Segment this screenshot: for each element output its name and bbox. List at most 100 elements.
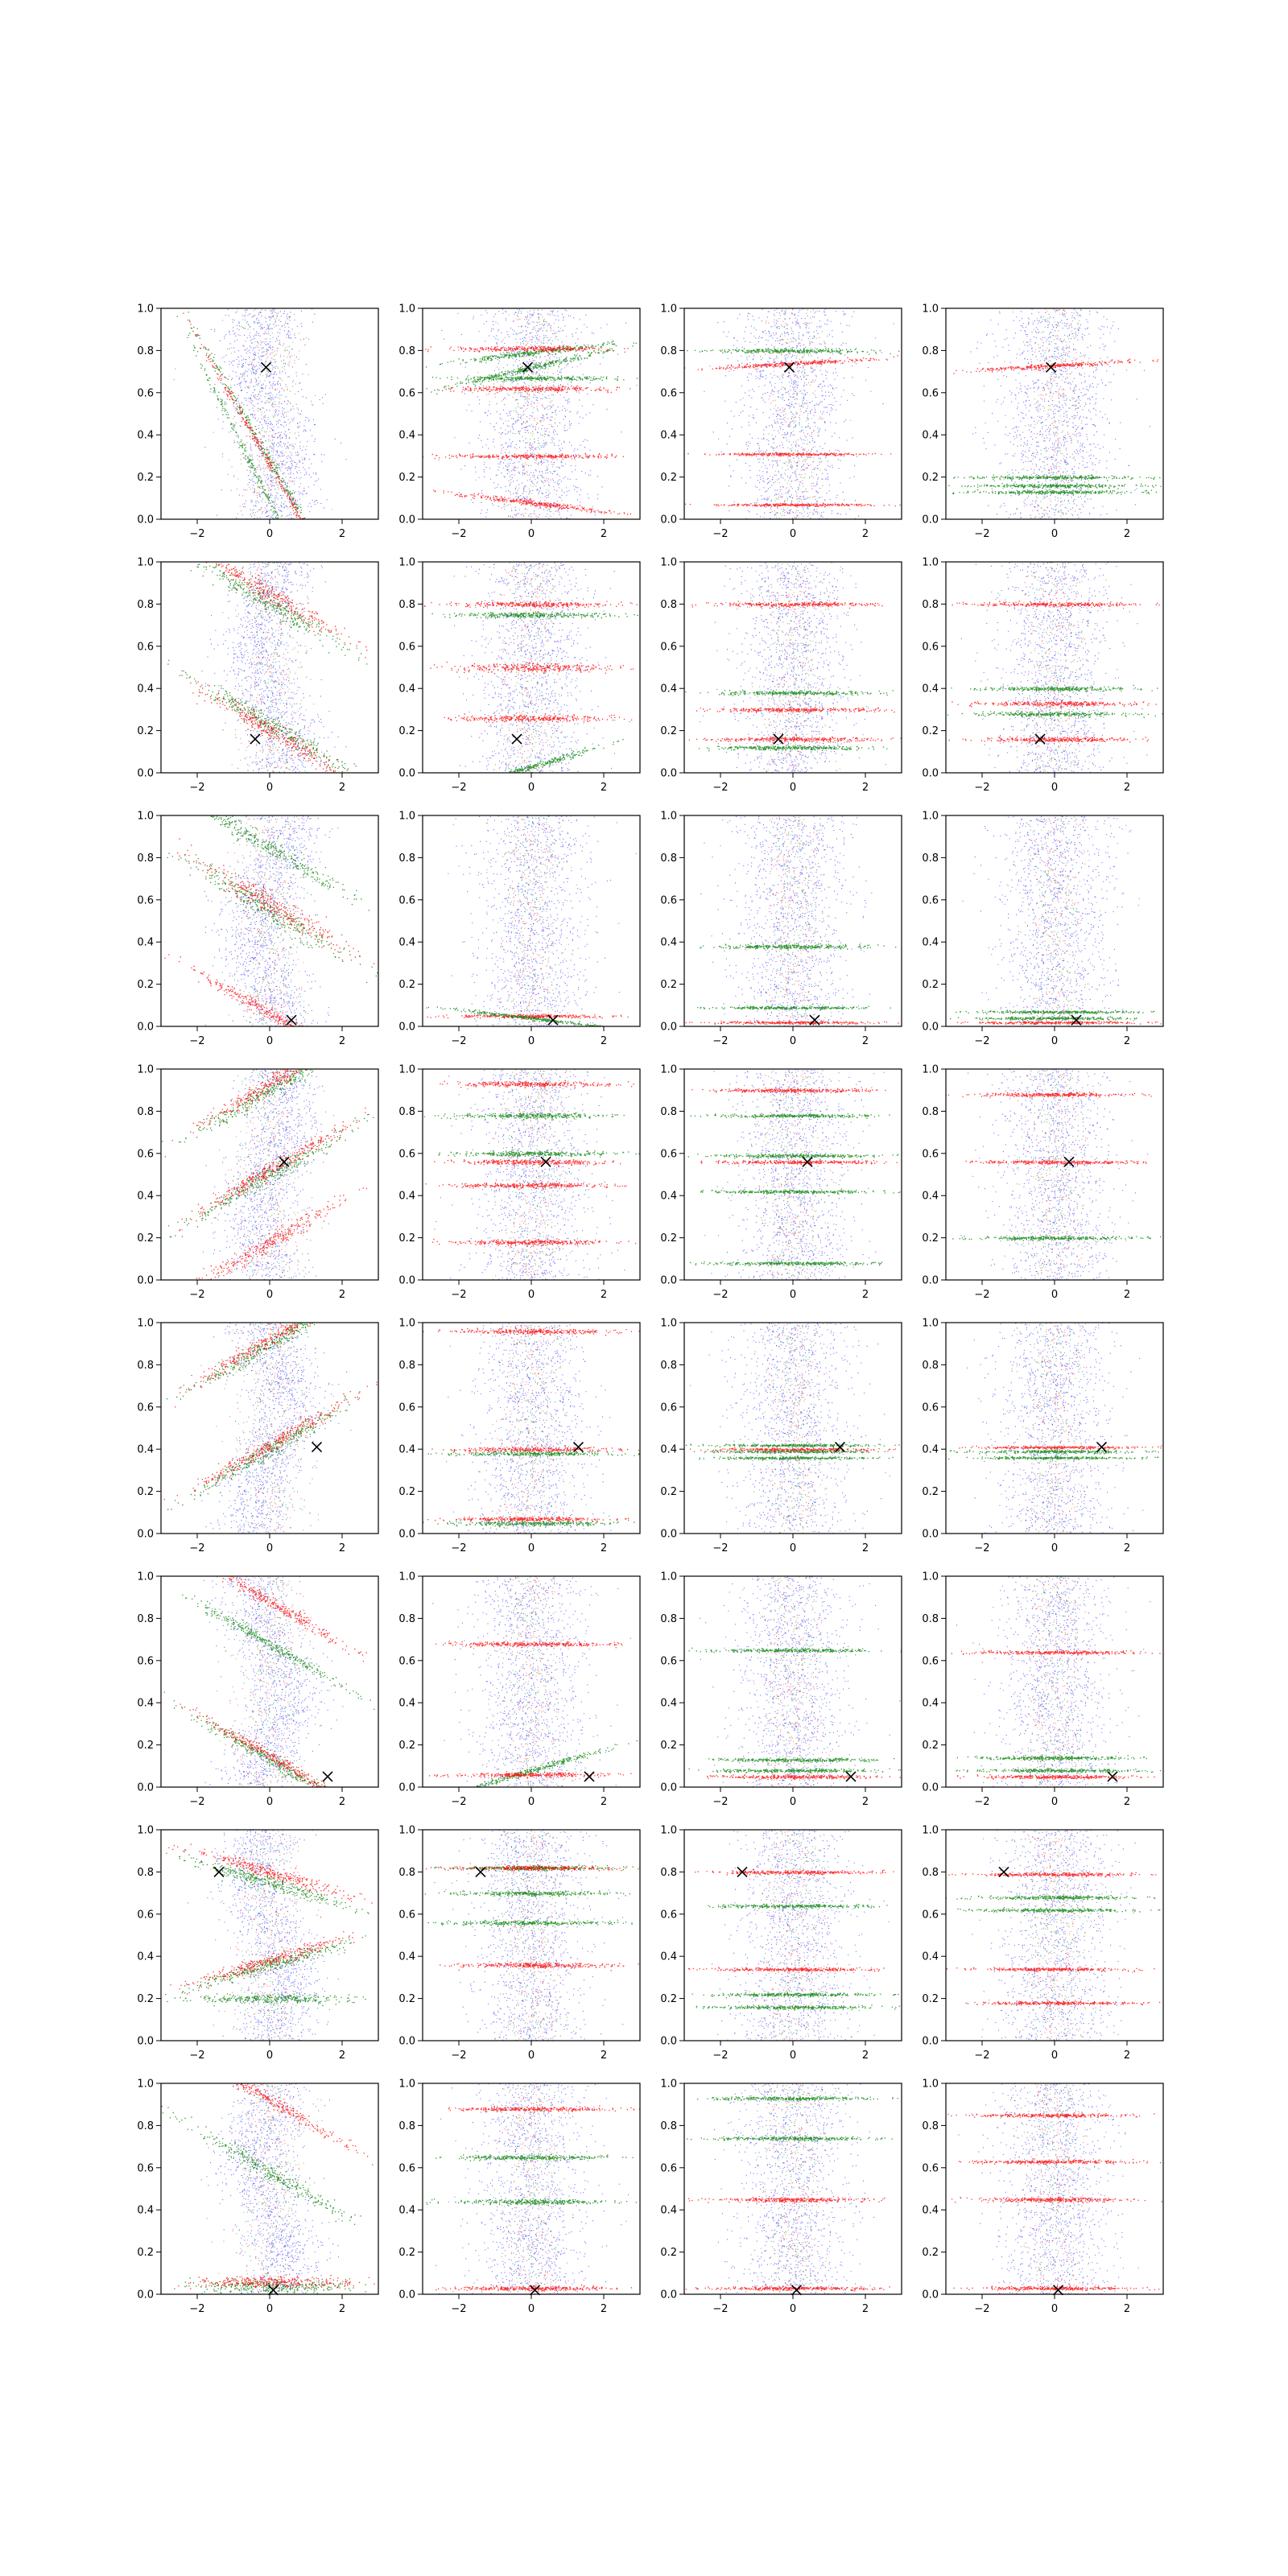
- y-tick-label: 0.0: [660, 514, 677, 526]
- x-tick-label: −2: [712, 2303, 728, 2315]
- x-tick-label: 0: [528, 1542, 535, 1554]
- x-tick-label: 2: [339, 2303, 345, 2315]
- red-band-3: [927, 1021, 1168, 1026]
- y-tick-label: 0.6: [137, 2162, 154, 2174]
- red-scatter-points: [489, 563, 575, 774]
- red-band-3: [444, 713, 633, 723]
- points: [142, 244, 398, 733]
- y-tick-label: 0.6: [398, 1909, 415, 1921]
- subplot-r4-c3: −2 0 20.00.20.40.60.81.0: [660, 1064, 913, 1302]
- red-band-4: [448, 2105, 644, 2112]
- red-band-4: [941, 1649, 1211, 1656]
- y-tick-label: 0.4: [660, 1698, 677, 1710]
- subplot-r2-c3: −2 0 20.00.20.40.60.81.0: [630, 557, 925, 795]
- red-band-5: [431, 662, 670, 675]
- blue-points: [967, 1323, 1143, 1534]
- green-band-2: [678, 1153, 907, 1158]
- y-tick-label: 0.0: [137, 1529, 154, 1541]
- y-tick-label: 0.8: [660, 1360, 677, 1372]
- x-tick-label: 0: [1051, 2050, 1058, 2062]
- y-tick-label: 0.2: [660, 1486, 677, 1498]
- x-tick-label: −2: [451, 2050, 466, 2062]
- blue-points: [700, 1576, 904, 1788]
- subplot-r6-c2: −2 0 20.00.20.40.60.81.0: [398, 1571, 662, 1809]
- y-tick-label: 0.6: [922, 1402, 939, 1414]
- y-tick-label: 0.4: [398, 2205, 415, 2217]
- y-tick-label: 1.0: [922, 2079, 939, 2091]
- green-band-3: [918, 1456, 1159, 1460]
- y-tick-label: 0.6: [137, 1148, 154, 1160]
- red-band-2: [170, 1931, 363, 1993]
- red-band-2: [953, 2285, 1185, 2291]
- y-tick-label: 0.8: [398, 852, 415, 865]
- green-scatter-points: [750, 1323, 841, 1534]
- blue-points: [201, 1323, 351, 1534]
- y-tick-label: 0.0: [922, 768, 939, 780]
- x-tick-label: 2: [862, 2050, 869, 2062]
- subplot-r8-c4: −2 0 20.00.20.40.60.81.0: [897, 2079, 1185, 2316]
- green-band-5: [680, 1189, 910, 1195]
- x-tick-label: −2: [451, 1796, 466, 1808]
- y-tick-label: 0.2: [398, 1232, 415, 1245]
- y-tick-label: 0.0: [922, 1022, 939, 1034]
- y-tick-label: 0.4: [398, 1698, 415, 1710]
- subplot-r7-c3: −2 0 20.00.20.40.60.81.0: [643, 1825, 949, 2062]
- y-tick-label: 0.6: [922, 2162, 939, 2174]
- x-tick-label: 2: [862, 1035, 869, 1047]
- x-tick-label: −2: [189, 528, 204, 540]
- green-band-3: [675, 1757, 894, 1764]
- y-tick-label: 0.0: [137, 1275, 154, 1287]
- subplot-r8-c3: −2 0 20.00.20.40.60.81.0: [660, 2079, 915, 2316]
- red-band-1: [952, 2196, 1162, 2203]
- points: [630, 563, 925, 774]
- y-tick-label: 0.0: [922, 514, 939, 526]
- green-band-3: [947, 710, 1168, 718]
- axes-frame: [684, 815, 902, 1026]
- green-band-3: [691, 1113, 905, 1119]
- y-tick-label: 0.4: [922, 1698, 939, 1710]
- x-tick-label: 0: [266, 1035, 273, 1047]
- points: [145, 1534, 391, 1829]
- y-tick-label: 0.2: [398, 472, 415, 484]
- green-scatter-points: [220, 1830, 322, 2041]
- subplot-r2-c1: −2 0 20.00.20.40.60.81.0: [122, 506, 404, 811]
- y-tick-label: 0.4: [922, 1951, 939, 1963]
- green-scatter-points: [213, 308, 333, 519]
- y-tick-label: 0.4: [660, 937, 677, 949]
- y-tick-label: 0.0: [398, 1275, 415, 1287]
- y-tick-label: 0.8: [137, 345, 154, 357]
- y-tick-label: 1.0: [137, 1318, 154, 1330]
- points: [162, 1021, 394, 1295]
- red-band-3: [664, 452, 916, 456]
- y-tick-label: 1.0: [137, 303, 154, 316]
- x-tick-label: 0: [790, 1796, 796, 1808]
- green-band-2: [930, 475, 1166, 482]
- y-tick-label: 1.0: [137, 1571, 154, 1583]
- blue-points: [960, 1069, 1148, 1281]
- red-scatter-points: [210, 1831, 321, 2042]
- y-tick-label: 0.2: [398, 2247, 415, 2259]
- y-tick-label: 0.8: [922, 852, 939, 865]
- x-tick-label: 0: [790, 528, 796, 540]
- y-tick-label: 0.2: [922, 1740, 939, 1752]
- green-band-2: [952, 1236, 1169, 1241]
- y-tick-label: 1.0: [922, 1318, 939, 1330]
- y-tick-label: 1.0: [137, 2079, 154, 2091]
- red-band-2: [643, 1967, 885, 1971]
- subplot-r2-c4: −2 0 20.00.20.40.60.81.0: [922, 557, 1182, 795]
- y-tick-label: 0.6: [660, 387, 677, 399]
- red-band-4: [414, 384, 630, 393]
- green-band-3: [939, 1755, 1176, 1761]
- y-tick-label: 0.8: [398, 2120, 415, 2132]
- y-tick-label: 0.2: [398, 1993, 415, 2005]
- y-tick-label: 1.0: [922, 303, 939, 316]
- y-tick-label: 0.0: [922, 1529, 939, 1541]
- red-band-5: [929, 601, 1182, 608]
- points: [122, 506, 404, 811]
- y-tick-label: 1.0: [398, 557, 415, 569]
- y-tick-label: 0.8: [137, 599, 154, 611]
- subplot-r7-c4: −2 0 20.00.20.40.60.81.0: [922, 1825, 1220, 2062]
- y-tick-label: 0.2: [137, 979, 154, 991]
- red-band-5: [696, 707, 895, 713]
- points: [662, 1576, 906, 1788]
